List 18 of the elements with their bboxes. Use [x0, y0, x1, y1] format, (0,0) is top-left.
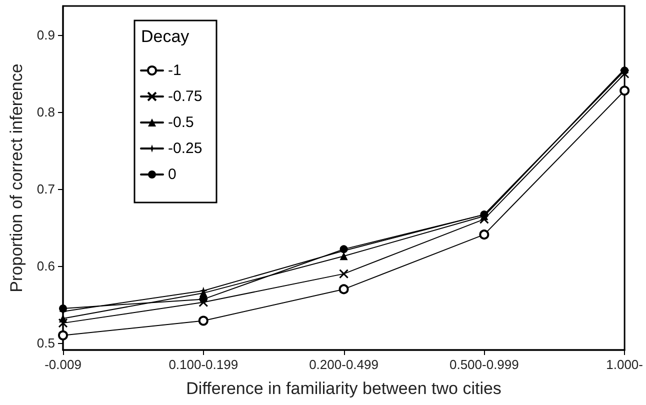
legend-label: -0.5	[168, 114, 194, 131]
y-axis-title: Proportion of correct inference	[7, 64, 26, 292]
y-tick-label: 0.7	[36, 182, 55, 197]
y-tick-label: 0.9	[36, 28, 55, 43]
y-tick-label: 0.6	[36, 258, 55, 274]
x-axis-title: Difference in familiarity between two cities	[186, 379, 502, 398]
x-tick-label: 1.000-	[606, 357, 644, 372]
y-tick-label: 0.5	[36, 336, 55, 351]
legend-label: 0	[168, 166, 176, 183]
legend-label: -1	[168, 62, 182, 79]
legend-label: -0.75	[168, 88, 202, 105]
legend-title: Decay	[141, 27, 190, 46]
x-tick-label: 0.100-0.199	[168, 357, 238, 372]
x-tick-label: 0.200-0.499	[309, 357, 378, 372]
y-tick-label: 0.8	[36, 104, 55, 120]
x-tick-label: 0.500-0.999	[449, 357, 519, 372]
legend-label: -0.25	[168, 140, 202, 157]
x-tick-label: -0.009	[44, 357, 82, 372]
